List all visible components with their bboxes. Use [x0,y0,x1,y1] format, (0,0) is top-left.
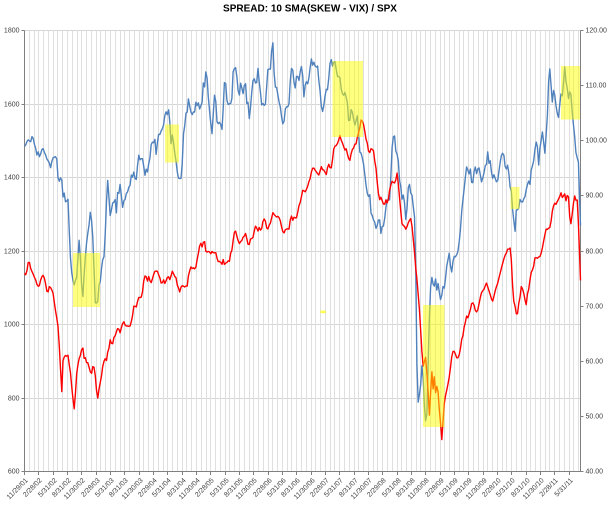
svg-text:120.00: 120.00 [586,28,608,35]
svg-text:1200: 1200 [4,249,20,256]
svg-text:110.00: 110.00 [586,83,607,90]
svg-text:1400: 1400 [4,175,20,182]
svg-text:100.00: 100.00 [586,138,608,145]
svg-text:90.00: 90.00 [586,193,604,200]
svg-text:60.00: 60.00 [586,359,604,366]
svg-text:1000: 1000 [4,322,20,329]
svg-text:80.00: 80.00 [586,249,604,256]
svg-text:70.00: 70.00 [586,304,604,311]
svg-text:1600: 1600 [4,102,20,109]
svg-text:SPREAD: 10 SMA(SKEW - VIX) / S: SPREAD: 10 SMA(SKEW - VIX) / SPX [223,4,397,15]
svg-text:50.00: 50.00 [586,414,604,421]
svg-text:600: 600 [8,469,20,476]
svg-text:40.00: 40.00 [586,469,604,476]
svg-text:800: 800 [8,396,20,403]
svg-text:1800: 1800 [4,28,20,35]
